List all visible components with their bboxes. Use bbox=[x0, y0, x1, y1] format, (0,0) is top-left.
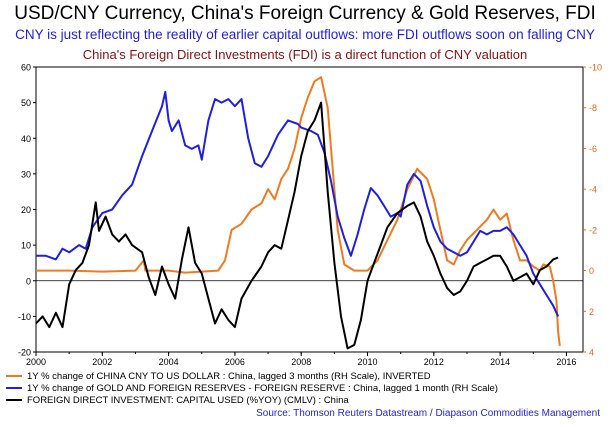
right-tick-label: 4 bbox=[589, 348, 594, 358]
series-line-fdi bbox=[35, 101, 559, 350]
x-tick-label: 2016 bbox=[556, 357, 576, 367]
x-tick-label: 2012 bbox=[424, 357, 444, 367]
legend-label-reserves: 1Y % change of GOLD AND FOREIGN RESERVES… bbox=[27, 382, 498, 394]
right-tick-label: -2 bbox=[589, 225, 597, 235]
chart-subtitle-1: CNY is just reflecting the reality of ea… bbox=[15, 27, 595, 42]
x-tick-label: 2006 bbox=[225, 357, 245, 367]
left-tick-label: 0 bbox=[26, 276, 31, 286]
series-line-cny bbox=[36, 76, 561, 347]
left-tick-label: -10 bbox=[18, 312, 31, 322]
plot-frame bbox=[35, 66, 584, 353]
x-tick-label: 2002 bbox=[92, 357, 112, 367]
source-note: Source: Thomson Reuters Datastream / Dia… bbox=[256, 408, 600, 419]
left-tick-label: 20 bbox=[21, 205, 31, 215]
left-tick-label: 60 bbox=[21, 63, 31, 73]
right-tick-label: 0 bbox=[589, 266, 594, 276]
left-tick-label: 10 bbox=[21, 241, 31, 251]
series-line-reserves bbox=[36, 90, 560, 317]
right-tick-label: -8 bbox=[589, 103, 597, 113]
x-tick-label: 2004 bbox=[159, 357, 179, 367]
chart-subtitle-2: China's Foreign Direct Investments (FDI)… bbox=[82, 47, 528, 62]
legend-label-fdi: FOREIGN DIRECT INVESTMENT: CAPITAL USED … bbox=[27, 394, 349, 406]
right-tick-label: -6 bbox=[589, 144, 597, 154]
right-tick-label: -4 bbox=[589, 185, 597, 195]
x-tick-label: 2010 bbox=[357, 357, 377, 367]
right-tick-label: -10 bbox=[589, 63, 602, 73]
legend-label-cny: 1Y % change of CHINA CNY TO US DOLLAR : … bbox=[27, 370, 431, 382]
left-tick-label: -20 bbox=[18, 348, 31, 358]
legend-swatch-cny bbox=[6, 375, 22, 377]
legend-swatch-reserves bbox=[6, 387, 22, 389]
right-tick-label: 2 bbox=[589, 307, 594, 317]
legend: 1Y % change of CHINA CNY TO US DOLLAR : … bbox=[6, 370, 498, 406]
series-layer bbox=[35, 76, 561, 350]
left-tick-label: 50 bbox=[21, 98, 31, 108]
legend-swatch-fdi bbox=[6, 399, 22, 401]
legend-item-fdi: FOREIGN DIRECT INVESTMENT: CAPITAL USED … bbox=[6, 394, 498, 406]
legend-item-cny: 1Y % change of CHINA CNY TO US DOLLAR : … bbox=[6, 370, 498, 382]
x-tick-label: 2008 bbox=[291, 357, 311, 367]
x-tick-label: 2014 bbox=[490, 357, 510, 367]
chart-title: USD/CNY Currency, China's Foreign Curren… bbox=[14, 3, 596, 24]
left-tick-label: 30 bbox=[21, 169, 31, 179]
legend-item-reserves: 1Y % change of GOLD AND FOREIGN RESERVES… bbox=[6, 382, 498, 394]
x-tick-label: 2000 bbox=[26, 357, 46, 367]
left-tick-label: 40 bbox=[21, 134, 31, 144]
